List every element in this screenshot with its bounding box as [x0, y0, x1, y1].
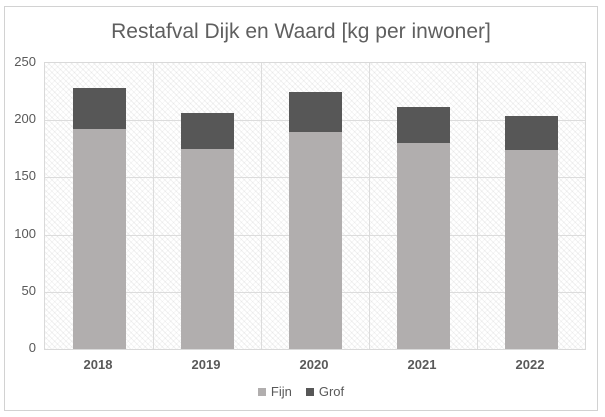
bar-2022-fijn	[504, 149, 558, 349]
legend-item-grof: Grof	[305, 384, 345, 399]
bar-2019-grof	[180, 113, 234, 149]
bar-2020-grof	[288, 91, 342, 132]
bar-2019-fijn	[180, 148, 234, 349]
y-axis-tick-label: 200	[14, 111, 36, 127]
y-axis-tick-label: 250	[14, 54, 36, 69]
bar-2021-grof	[396, 106, 450, 144]
x-axis-label-2019: 2019	[191, 357, 221, 372]
x-axis-label-2021: 2021	[407, 357, 437, 372]
legend-label: Fijn	[270, 384, 292, 399]
y-axis-tick-label: 100	[14, 225, 36, 241]
x-axis-label-2020: 2020	[299, 357, 329, 372]
v-gridline	[261, 63, 262, 349]
bar-2020-fijn	[288, 131, 342, 349]
chart-title: Restafval Dijk en Waard [kg per inwoner]	[111, 20, 491, 43]
v-gridline	[153, 63, 154, 349]
legend-item-fijn: Fijn	[257, 384, 292, 399]
legend: Fijn Grof	[5, 385, 597, 399]
bar-2022-grof	[504, 115, 558, 150]
legend-swatch-icon	[305, 388, 314, 396]
legend-label: Grof	[318, 384, 345, 399]
v-gridline	[369, 63, 370, 349]
bar-2018-grof	[72, 88, 126, 130]
x-axis-label-2022: 2022	[515, 357, 545, 372]
chart-frame[interactable]: Restafval Dijk en Waard [kg per inwoner]…	[4, 6, 598, 411]
y-axis-tick-label: 150	[14, 168, 36, 184]
v-gridline	[477, 63, 478, 349]
y-axis-tick-label: 50	[21, 282, 36, 298]
legend-swatch-icon	[257, 388, 266, 396]
y-axis-tick-label: 0	[28, 340, 36, 355]
bar-2021-fijn	[396, 143, 450, 349]
plot-area	[44, 62, 586, 350]
x-axis-label-2018: 2018	[83, 357, 113, 372]
bar-2018-fijn	[72, 129, 126, 349]
